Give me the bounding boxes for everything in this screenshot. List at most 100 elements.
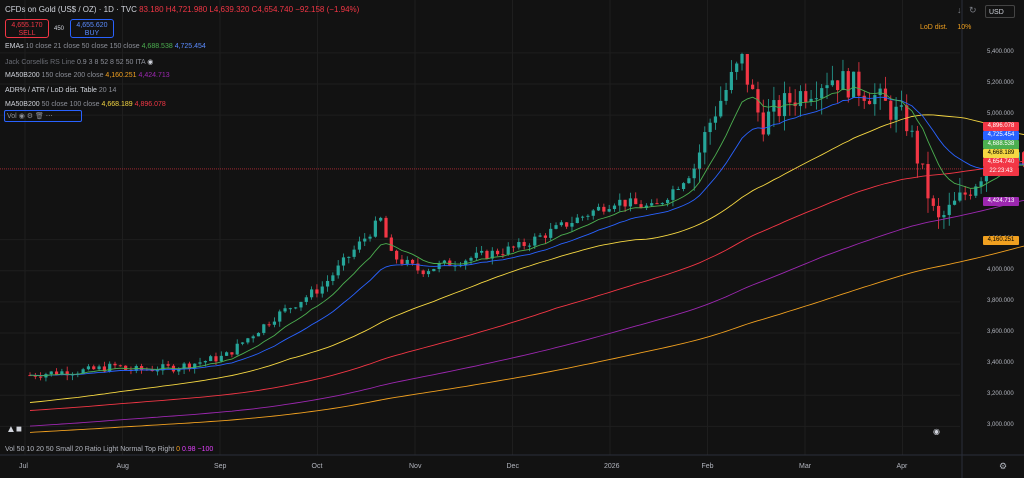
- candle-body: [395, 250, 399, 260]
- legend-args: 0.9 3 8 52 8 52 50 ITA: [76, 58, 148, 66]
- download-icon[interactable]: ↓: [957, 5, 962, 15]
- candle-body: [825, 85, 829, 89]
- candle-body: [495, 250, 500, 255]
- currency-select[interactable]: USD: [985, 5, 1015, 18]
- candle-body: [421, 270, 425, 275]
- price-axis-label: 5,200.000: [987, 80, 1014, 87]
- candle-body: [315, 289, 319, 294]
- price-tag: 4,654.740: [983, 158, 1019, 167]
- ma150-line: [29, 199, 1024, 427]
- eye-icon[interactable]: ◉ ⚙ 🗑 ⋯: [18, 113, 53, 120]
- candle-body: [591, 210, 595, 216]
- candle-body: [942, 215, 946, 218]
- candle-body: [713, 116, 718, 123]
- candle-body: [113, 363, 117, 366]
- price-tag: 4,424.713: [983, 197, 1019, 206]
- legend-row[interactable]: EMAs 10 close 21 close 50 close 150 clos…: [5, 43, 206, 50]
- sell-label: SELL: [18, 30, 36, 37]
- price-tag: 22:23:43: [983, 167, 1019, 176]
- candle-body: [703, 132, 707, 153]
- candle-body: [416, 263, 420, 271]
- settings-gear-icon[interactable]: ⚙: [999, 461, 1008, 471]
- candle-body: [490, 250, 494, 259]
- candle-body: [469, 257, 473, 261]
- candle-body: [974, 186, 978, 196]
- candle-body: [283, 308, 287, 312]
- candle-body: [517, 242, 521, 248]
- legend-args: 20 14: [98, 86, 117, 94]
- candle-body: [379, 217, 383, 221]
- candle-body: [155, 370, 160, 372]
- candle-body: [368, 236, 372, 239]
- candle-body: [915, 130, 919, 164]
- price-axis-label: 3,800.000: [987, 297, 1014, 304]
- candle-body: [347, 256, 351, 258]
- candle-body: [931, 198, 935, 206]
- sell-button[interactable]: 4,655.170 SELL: [5, 19, 49, 38]
- candle-body: [193, 363, 197, 369]
- currency-label: USD: [989, 9, 1004, 16]
- candle-body: [766, 111, 771, 135]
- time-axis-label: Aug: [116, 463, 129, 470]
- candle-body: [506, 246, 510, 255]
- vol-label: Vol: [7, 113, 17, 120]
- candle-body: [809, 98, 813, 102]
- candle-body: [357, 241, 362, 250]
- candle-body: [288, 308, 292, 310]
- candle-body: [543, 235, 548, 238]
- candle-body: [862, 95, 866, 101]
- candle-body: [166, 364, 170, 366]
- legend-row[interactable]: Jack Corsellis RS Line 0.9 3 8 52 8 52 5…: [5, 58, 153, 66]
- candle-body: [230, 352, 234, 355]
- candle-body: [676, 189, 680, 191]
- legend-value-2: 4,896.078: [134, 101, 166, 108]
- candle-body: [782, 93, 787, 117]
- candle-body: [724, 89, 728, 101]
- candle-body: [666, 199, 670, 204]
- candle-body: [798, 91, 803, 107]
- candle-body: [527, 245, 532, 247]
- vol-value-1: 0: [176, 446, 180, 453]
- candle-body: [373, 220, 377, 237]
- candle-body: [751, 84, 755, 90]
- candle-body: [49, 371, 53, 375]
- tradingview-logo: ▲■: [6, 424, 22, 435]
- refresh-icon[interactable]: ↻: [969, 5, 977, 15]
- candle-body: [894, 106, 898, 120]
- candle-body: [533, 236, 537, 246]
- candle-body: [602, 206, 606, 212]
- vol-indicator-toolbar[interactable]: Vol ◉ ⚙ 🗑 ⋯: [4, 110, 82, 122]
- ma50-line: [29, 114, 1024, 403]
- candle-body: [628, 198, 633, 207]
- buy-button[interactable]: 4,655.620 BUY: [70, 19, 114, 38]
- candle-body: [203, 361, 207, 363]
- candle-body: [586, 215, 590, 217]
- candle-body: [851, 71, 856, 98]
- candle-body: [549, 228, 553, 238]
- candle-body: [681, 183, 686, 190]
- price-axis-label: 5,400.000: [987, 48, 1014, 55]
- candle-body: [60, 371, 64, 375]
- legend-row[interactable]: MA50B200 150 close 200 close 4,160.251 4…: [5, 72, 170, 79]
- candle-body: [474, 252, 478, 258]
- sell-price: 4,655.170: [11, 22, 43, 29]
- candle-body: [246, 338, 250, 343]
- candle-body: [687, 178, 691, 184]
- candle-body: [198, 362, 202, 364]
- candle-body: [124, 365, 128, 370]
- legend-args: 150 close 200 close: [41, 72, 106, 79]
- candle-body: [607, 209, 611, 212]
- candle-body: [952, 200, 957, 205]
- ema10-line: [29, 86, 1024, 377]
- candle-body: [294, 307, 298, 309]
- legend-value-1: 4,668.189: [101, 101, 135, 108]
- symbol-title[interactable]: CFDs on Gold (US$ / OZ) · 1D · TVC: [5, 5, 137, 14]
- candle-body: [878, 88, 882, 96]
- candle-body: [910, 130, 914, 132]
- price-axis-label: 3,400.000: [987, 360, 1014, 367]
- legend-row[interactable]: MA50B200 50 close 100 close 4,668.189 4,…: [5, 101, 166, 108]
- legend-row[interactable]: ADR% / ATR / LoD dist. Table 20 14: [5, 87, 116, 94]
- candle-body: [363, 238, 367, 242]
- eye-icon[interactable]: ◉: [147, 58, 154, 66]
